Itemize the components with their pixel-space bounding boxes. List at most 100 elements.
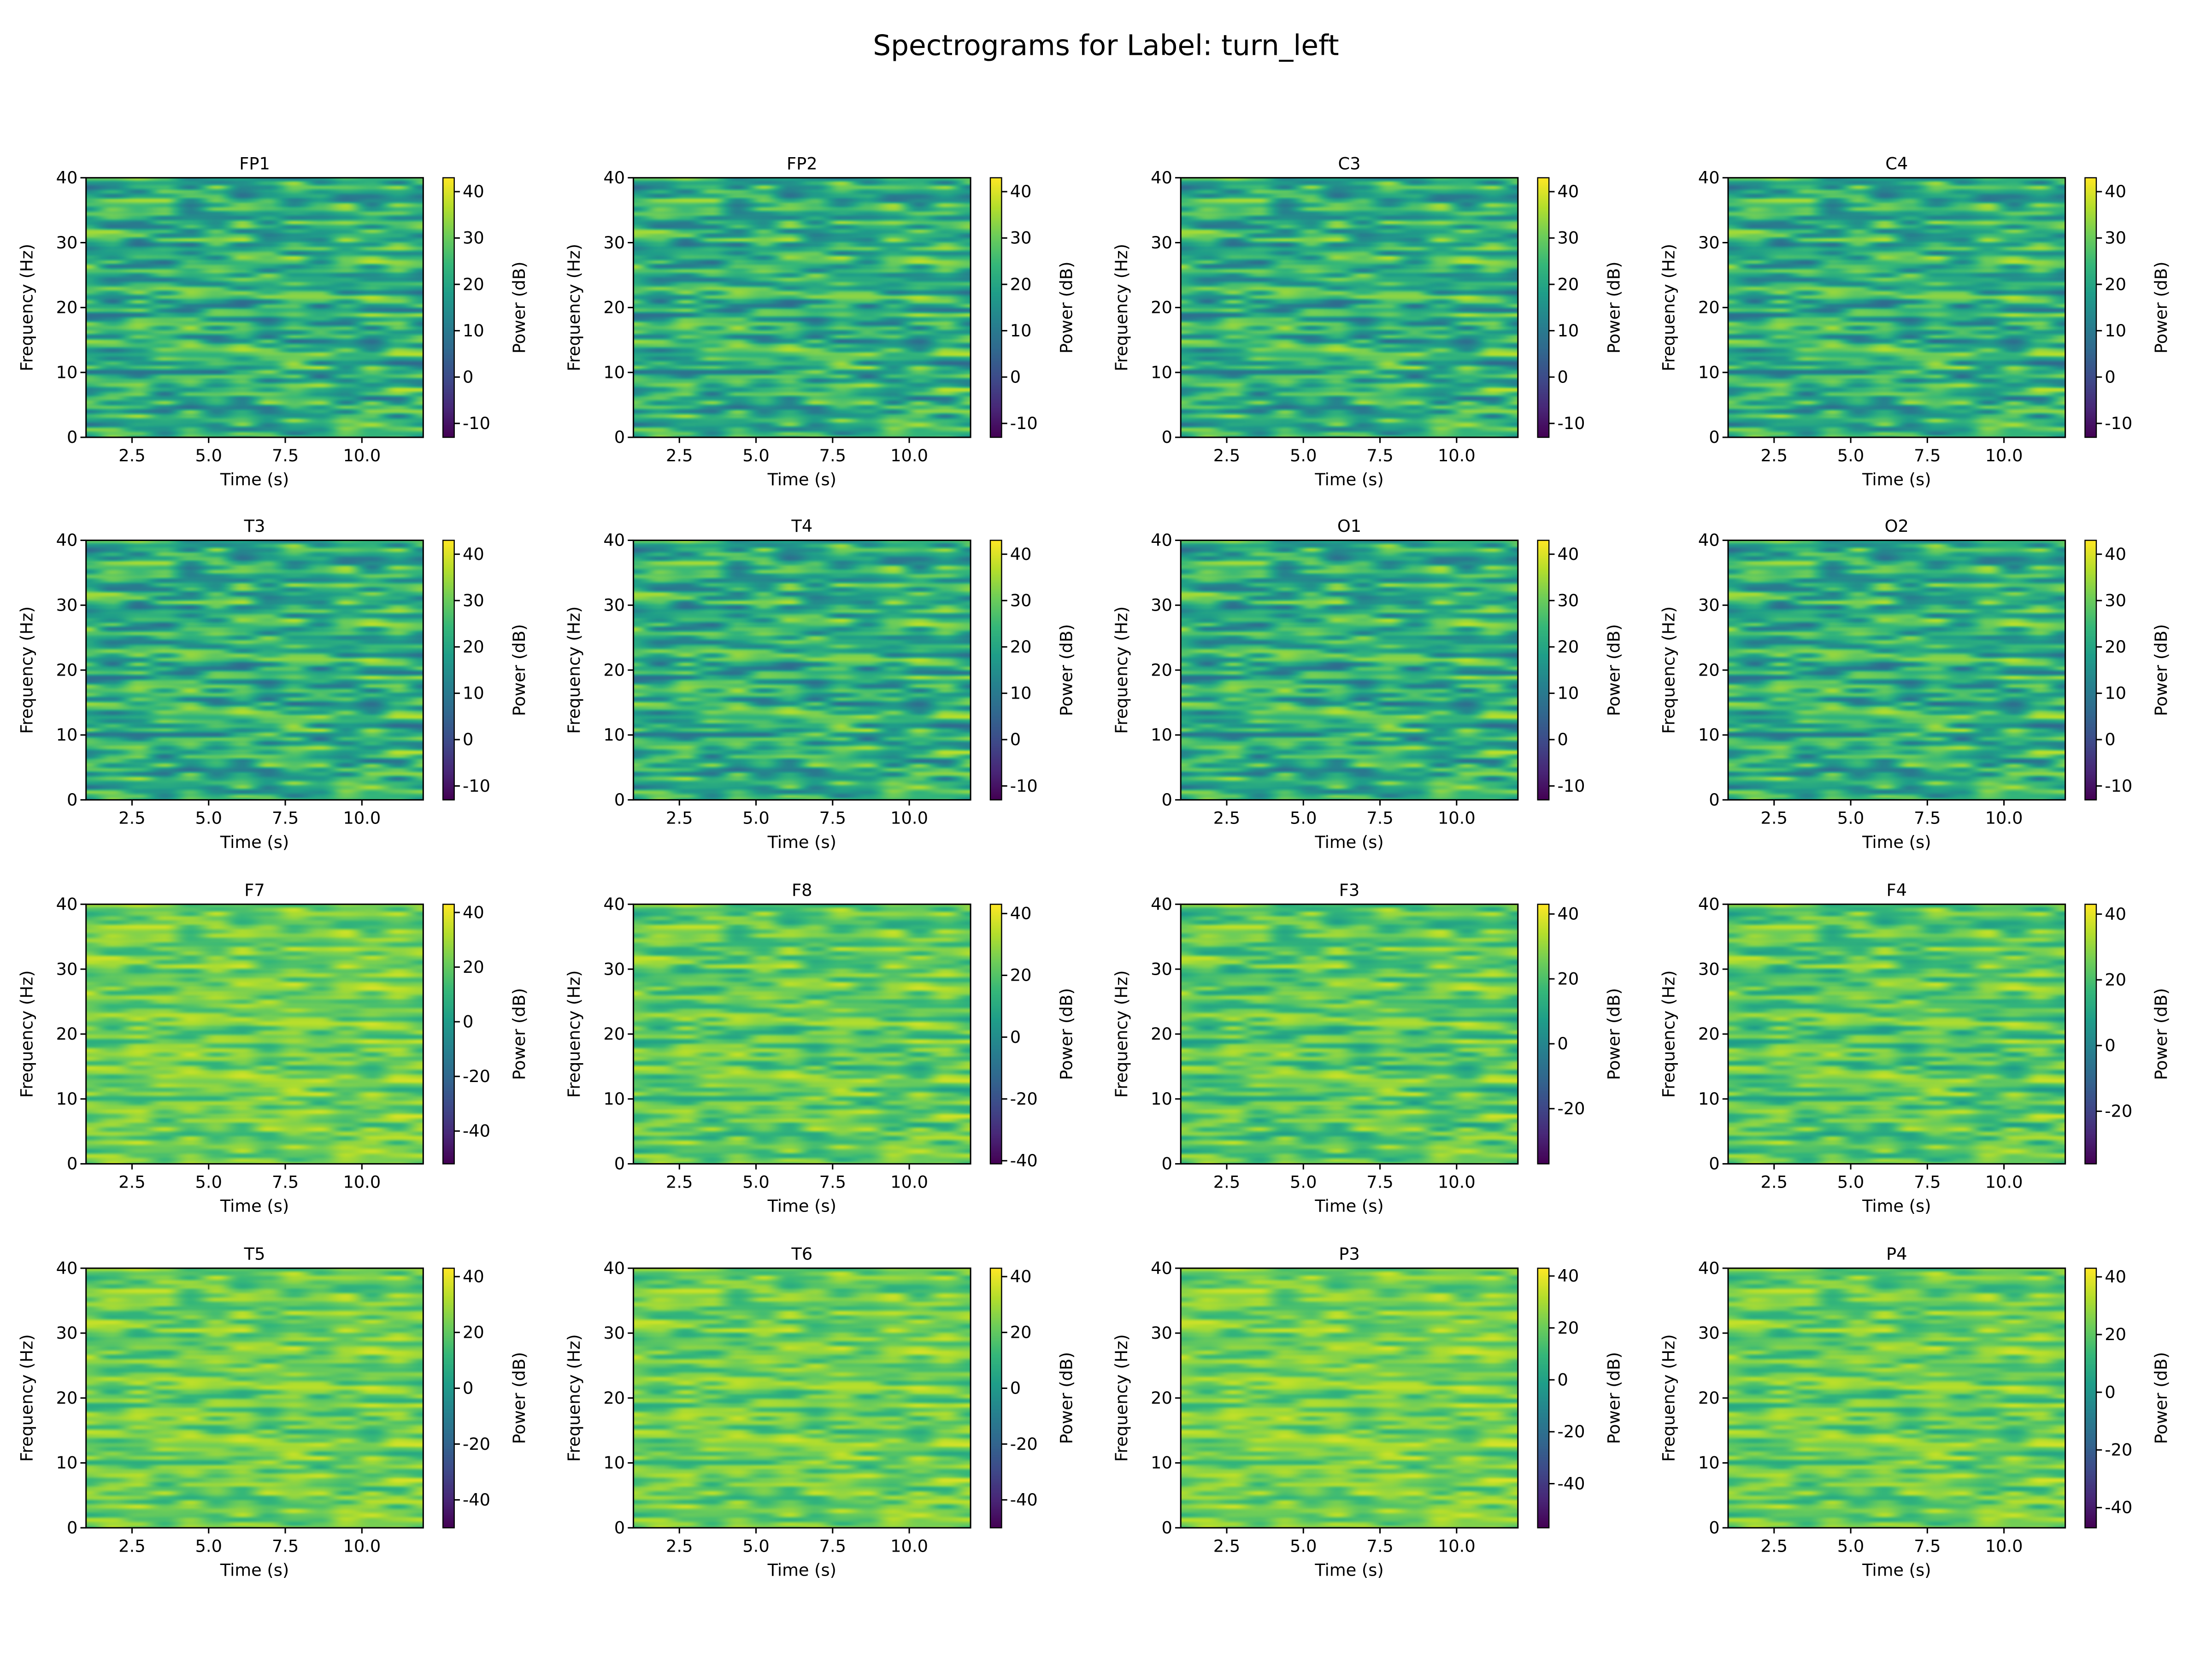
x-tick-label: 5.0 [1290,446,1317,465]
y-tick-label: 20 [1151,660,1172,680]
axes-overlay: P4 2.5 5.0 7.5 10.0 0 10 20 30 40 -40 -20 0 20 40 Time … [1659,1244,2171,1580]
x-axis-label: Time (s) [767,1560,836,1580]
colorbar [990,1268,1002,1528]
y-tick-label: 10 [603,1089,625,1109]
colorbar-tick-label: -20 [1558,1099,1585,1118]
colorbar-tick-label: 40 [463,1266,484,1286]
y-axis-label: Frequency (Hz) [17,970,36,1098]
y-tick-label: 0 [67,1518,77,1538]
y-tick-label: 30 [1151,1323,1172,1343]
y-tick-label: 20 [56,660,78,680]
x-tick-label: 5.0 [1837,1172,1864,1192]
colorbar-tick-label: 10 [463,683,484,703]
x-tick-label: 7.5 [1366,1172,1393,1192]
y-tick-label: 0 [1161,427,1172,447]
y-tick-label: 20 [603,1388,625,1408]
colorbar-tick-label: 40 [1558,1266,1579,1286]
colorbar-tick-label: -20 [1558,1422,1585,1441]
axes-overlay: F8 2.5 5.0 7.5 10.0 0 10 20 30 40 -40 -20 0 20 40 Time … [564,880,1076,1216]
axes-overlay: P3 2.5 5.0 7.5 10.0 0 10 20 30 40 -40 -20 0 20 40 Time … [1112,1244,1624,1580]
colorbar-frame [1537,540,1550,800]
y-axis-label: Frequency (Hz) [564,1334,584,1462]
x-tick-label: 5.0 [195,1536,222,1556]
x-axis-label: Time (s) [1314,470,1383,489]
x-tick-label: 2.5 [118,808,145,828]
y-tick-label: 40 [56,168,78,188]
colorbar [2085,904,2096,1164]
colorbar-tick-label: 40 [2105,904,2126,924]
axes-overlay: T5 2.5 5.0 7.5 10.0 0 10 20 30 40 -40 -20 0 20 40 Time … [17,1244,529,1580]
colorbar-tick-label: 20 [463,957,484,977]
colorbar-tick-label: 20 [2105,274,2126,294]
spectrogram-image [1181,1268,1518,1528]
y-axis-label: Frequency (Hz) [1659,244,1679,371]
x-axis-label: Time (s) [1862,832,1931,852]
colorbar-tick-label: -20 [1010,1089,1038,1109]
spectrogram-image [1181,177,1518,437]
y-tick-label: 40 [1698,894,1720,914]
x-axis-label: Time (s) [767,832,836,852]
axes-frame [1180,177,1519,438]
x-tick-label: 2.5 [1761,1172,1788,1192]
x-tick-label: 7.5 [1914,446,1941,465]
spectrogram-image [1181,904,1518,1164]
x-tick-label: 5.0 [195,1172,222,1192]
y-tick-label: 30 [603,1323,625,1343]
colorbar-frame [1537,904,1550,1165]
y-axis-label: Frequency (Hz) [1659,970,1679,1098]
colorbar-tick-label: 10 [2105,683,2126,703]
colorbar-label: Power (dB) [1057,988,1077,1080]
x-tick-label: 2.5 [1761,446,1788,465]
y-tick-label: 20 [1151,298,1172,318]
colorbar-tick-label: 20 [2105,970,2126,989]
subplot-title: F4 [1887,880,1907,900]
spectrogram-image [633,1268,971,1528]
colorbar-tick-label: 20 [1010,1323,1032,1342]
x-axis-label: Time (s) [1862,470,1931,489]
x-tick-label: 2.5 [1213,808,1240,828]
colorbar-tick-label: 30 [1558,590,1579,610]
colorbar-tick-label: 10 [1558,683,1579,703]
y-tick-label: 30 [56,233,78,253]
colorbar-tick-label: 40 [463,544,484,564]
colorbar-tick-label: 20 [463,1323,484,1342]
colorbar-tick-label: 0 [1558,367,1568,387]
colorbar-label: Power (dB) [1057,261,1077,353]
y-tick-label: 10 [56,1453,78,1473]
colorbar-tick-label: 20 [1010,637,1032,657]
x-tick-label: 10.0 [343,1536,381,1556]
colorbar-tick-label: 40 [1010,182,1032,201]
x-tick-label: 7.5 [1366,808,1393,828]
x-tick-label: 7.5 [819,1172,846,1192]
colorbar-tick-label: -20 [1010,1434,1038,1454]
colorbar-tick-label: -20 [2105,1101,2132,1121]
y-tick-label: 30 [603,595,625,615]
y-tick-label: 0 [1709,1154,1719,1174]
axes-frame [632,1267,971,1529]
y-tick-label: 40 [56,1258,78,1278]
x-tick-label: 2.5 [118,1536,145,1556]
colorbar-label: Power (dB) [509,261,529,353]
figure-title: Spectrograms for Label: turn_left [873,28,1339,62]
axes-frame [85,1267,424,1529]
y-tick-label: 20 [603,660,625,680]
y-tick-label: 20 [1698,1024,1720,1044]
x-tick-label: 7.5 [1366,446,1393,465]
colorbar-tick-label: 20 [1010,965,1032,985]
colorbar [990,540,1002,800]
y-tick-label: 10 [1151,362,1172,382]
x-tick-label: 2.5 [1761,808,1788,828]
x-tick-label: 5.0 [742,446,769,465]
colorbar-tick-label: -10 [463,776,490,796]
colorbar-tick-label: -40 [2105,1498,2132,1518]
colorbar [443,177,454,437]
y-tick-label: 0 [67,427,77,447]
colorbar-label: Power (dB) [2151,261,2171,353]
x-tick-label: 5.0 [1837,1536,1864,1556]
axes-overlay: O1 2.5 5.0 7.5 10.0 0 10 20 30 40 -10 0 10 20 30 40 Time… [1112,516,1624,852]
x-tick-label: 5.0 [1290,1172,1317,1192]
spectrogram-image [1181,540,1518,800]
y-tick-label: 30 [1698,1323,1720,1343]
y-tick-label: 20 [56,1388,78,1408]
colorbar-tick-label: 40 [2105,544,2126,564]
